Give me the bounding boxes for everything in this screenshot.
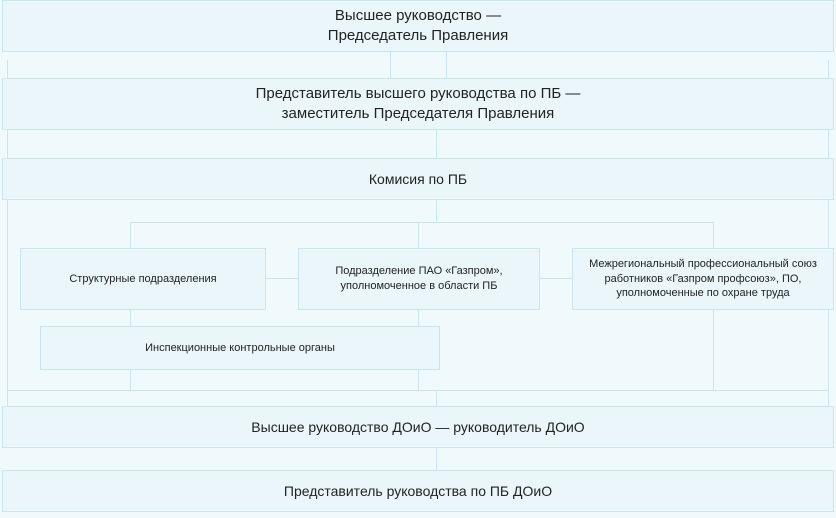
node-label: Комисия по ПБ bbox=[369, 170, 467, 189]
node-gazprom-dept: Подразделение ПАО «Газпром», уполномочен… bbox=[298, 248, 540, 310]
connector bbox=[713, 310, 714, 390]
node-commission: Комисия по ПБ bbox=[2, 158, 834, 200]
connector bbox=[713, 222, 714, 248]
node-label: Межрегиональный профессиональный союз ра… bbox=[589, 257, 817, 302]
node-label: Высшее руководство ДОиО — руководитель Д… bbox=[251, 418, 584, 437]
node-label: Представитель руководства по ПБ ДОиО bbox=[284, 482, 552, 501]
connector bbox=[446, 52, 447, 78]
node-doio-rep: Представитель руководства по ПБ ДОиО bbox=[2, 470, 834, 512]
connector bbox=[7, 390, 829, 391]
node-deputy: Представитель высшего руководства по ПБ … bbox=[2, 78, 834, 130]
org-chart: Высшее руководство — Председатель Правле… bbox=[0, 0, 836, 518]
connector bbox=[390, 52, 391, 78]
node-union: Межрегиональный профессиональный союз ра… bbox=[572, 248, 834, 310]
connector bbox=[418, 222, 419, 248]
node-label: Структурные подразделения bbox=[69, 272, 216, 287]
connector bbox=[540, 278, 572, 279]
node-inspection: Инспекционные контрольные органы bbox=[40, 326, 440, 370]
connector bbox=[436, 200, 437, 222]
node-label: Высшее руководство — Председатель Правле… bbox=[328, 6, 508, 47]
connector bbox=[130, 222, 131, 248]
node-structural-units: Структурные подразделения bbox=[20, 248, 266, 310]
node-label: Инспекционные контрольные органы bbox=[145, 341, 335, 356]
connector bbox=[436, 390, 437, 406]
node-label: Представитель высшего руководства по ПБ … bbox=[256, 84, 581, 125]
connector bbox=[436, 130, 437, 158]
node-label: Подразделение ПАО «Газпром», уполномочен… bbox=[335, 264, 502, 294]
node-doio-head: Высшее руководство ДОиО — руководитель Д… bbox=[2, 406, 834, 448]
connector bbox=[130, 222, 714, 223]
connector bbox=[436, 448, 437, 470]
connector bbox=[266, 278, 298, 279]
node-top-management: Высшее руководство — Председатель Правле… bbox=[2, 0, 834, 52]
